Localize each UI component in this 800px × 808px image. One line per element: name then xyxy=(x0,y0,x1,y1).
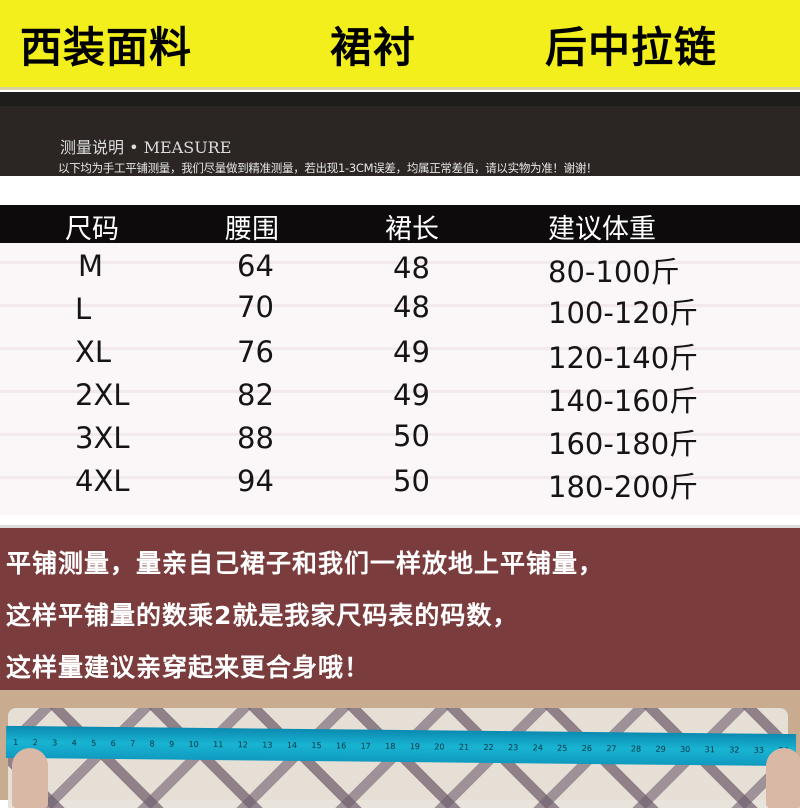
tape-mark: 23 xyxy=(508,742,519,752)
measure-section: 测量说明 • MEASURE 以下均为手工平铺测量，我们尽量做到精准测量，若出现… xyxy=(0,92,800,176)
cell-size: L xyxy=(75,292,92,326)
cell-waist: 70 xyxy=(237,290,274,324)
cell-waist: 88 xyxy=(237,421,274,455)
size-row: 2XL 82 49 140-160斤 xyxy=(0,378,800,418)
tape-mark: 32 xyxy=(729,744,740,755)
cell-weight: 80-100斤 xyxy=(548,255,680,289)
cell-waist: 64 xyxy=(237,249,274,283)
cell-weight: 160-180斤 xyxy=(548,427,699,461)
tape-mark: 8 xyxy=(149,738,155,748)
measure-note: 以下均为手工平铺测量，我们尽量做到精准测量，若出现1-3CM误差，均属正常差值，… xyxy=(58,161,598,175)
size-table-body: M 64 48 80-100斤 L 70 48 100-120斤 XL 76 49 120-140斤 2… xyxy=(0,243,800,515)
cell-weight: 120-140斤 xyxy=(548,341,699,375)
tape-mark: 27 xyxy=(606,743,617,753)
cell-weight: 140-160斤 xyxy=(548,384,699,418)
tape-mark: 4 xyxy=(71,738,77,748)
cell-waist: 94 xyxy=(237,464,274,498)
top-banner: 西装面料 裙衬 后中拉链 xyxy=(0,0,800,90)
tape-mark: 20 xyxy=(434,741,445,751)
tape-mark: 28 xyxy=(630,743,642,754)
cell-size: 3XL xyxy=(75,421,130,455)
size-row: 3XL 88 50 160-180斤 xyxy=(0,419,800,461)
tape-mark: 26 xyxy=(581,743,593,753)
measure-title: 测量说明 • MEASURE xyxy=(60,138,232,157)
tape-mark: 12 xyxy=(237,739,248,749)
cell-length: 49 xyxy=(393,378,430,412)
tape-mark: 15 xyxy=(311,740,322,750)
tape-mark: 1 xyxy=(13,737,19,747)
size-row: XL 76 49 120-140斤 xyxy=(0,335,800,375)
cell-length: 48 xyxy=(393,290,430,324)
header-waist: 腰围 xyxy=(225,214,279,245)
cell-weight: 100-120斤 xyxy=(548,296,699,330)
tape-mark: 10 xyxy=(188,739,199,749)
tape-mark: 21 xyxy=(458,742,470,752)
size-row: M 64 48 80-100斤 xyxy=(0,249,800,289)
cell-waist: 76 xyxy=(237,335,274,369)
tape-mark: 5 xyxy=(91,738,97,748)
instruction-line: 平铺测量，量亲自己裙子和我们一样放地上平铺量， xyxy=(6,549,605,578)
tape-mark: 11 xyxy=(213,739,224,749)
tape-mark: 24 xyxy=(532,742,543,752)
tape-mark: 31 xyxy=(704,744,715,754)
header-length: 裙长 xyxy=(385,214,439,245)
left-finger-image xyxy=(12,748,48,808)
cell-length: 50 xyxy=(393,419,430,453)
cell-size: 2XL xyxy=(75,378,130,412)
cell-size: 4XL xyxy=(75,464,130,498)
tape-mark: 13 xyxy=(262,740,273,750)
tape-mark: 9 xyxy=(169,739,175,749)
tape-mark: 7 xyxy=(130,738,136,748)
right-finger-image xyxy=(766,748,800,808)
instruction-line: 这样量建议亲穿起来更合身哦！ xyxy=(6,653,371,682)
tape-mark: 33 xyxy=(753,745,765,755)
tape-mark: 30 xyxy=(680,744,691,754)
tape-mark: 18 xyxy=(385,741,396,751)
size-table-header: 尺码 腰围 裙长 建议体重 xyxy=(0,205,800,245)
tape-mark: 3 xyxy=(52,737,58,747)
tag-fabric: 西装面料 xyxy=(20,23,193,72)
tape-mark: 6 xyxy=(110,738,116,748)
tag-zipper: 后中拉链 xyxy=(545,23,718,72)
header-size: 尺码 xyxy=(65,214,119,245)
cell-weight: 180-200斤 xyxy=(548,470,699,504)
tape-mark: 25 xyxy=(557,743,568,753)
tape-mark: 2 xyxy=(32,737,38,747)
instruction-line: 这样平铺量的数乘2就是我家尺码表的码数， xyxy=(6,601,519,630)
measuring-photo: 1 2 3 4 5 6 7 8 9 10 11 12 13 14 15 16 17 18 19 20 21 22 23 24 2… xyxy=(0,690,800,808)
tape-mark: 14 xyxy=(286,740,298,750)
tape-mark: 29 xyxy=(655,744,666,754)
tape-mark: 17 xyxy=(360,741,371,751)
tape-mark: 22 xyxy=(483,742,494,752)
instructions-section: 平铺测量，量亲自己裙子和我们一样放地上平铺量， 这样平铺量的数乘2就是我家尺码表… xyxy=(0,525,800,690)
tape-mark: 19 xyxy=(409,741,420,751)
cell-length: 49 xyxy=(393,335,430,369)
tag-lining: 裙衬 xyxy=(330,23,417,72)
header-weight: 建议体重 xyxy=(548,214,656,245)
size-row: L 70 48 100-120斤 xyxy=(0,290,800,332)
tape-mark: 16 xyxy=(335,740,347,750)
cell-length: 48 xyxy=(393,251,430,285)
cell-waist: 82 xyxy=(237,378,274,412)
cell-length: 50 xyxy=(393,464,430,498)
size-row: 4XL 94 50 180-200斤 xyxy=(0,464,800,504)
cell-size: M xyxy=(78,249,104,283)
cell-size: XL xyxy=(75,335,112,369)
